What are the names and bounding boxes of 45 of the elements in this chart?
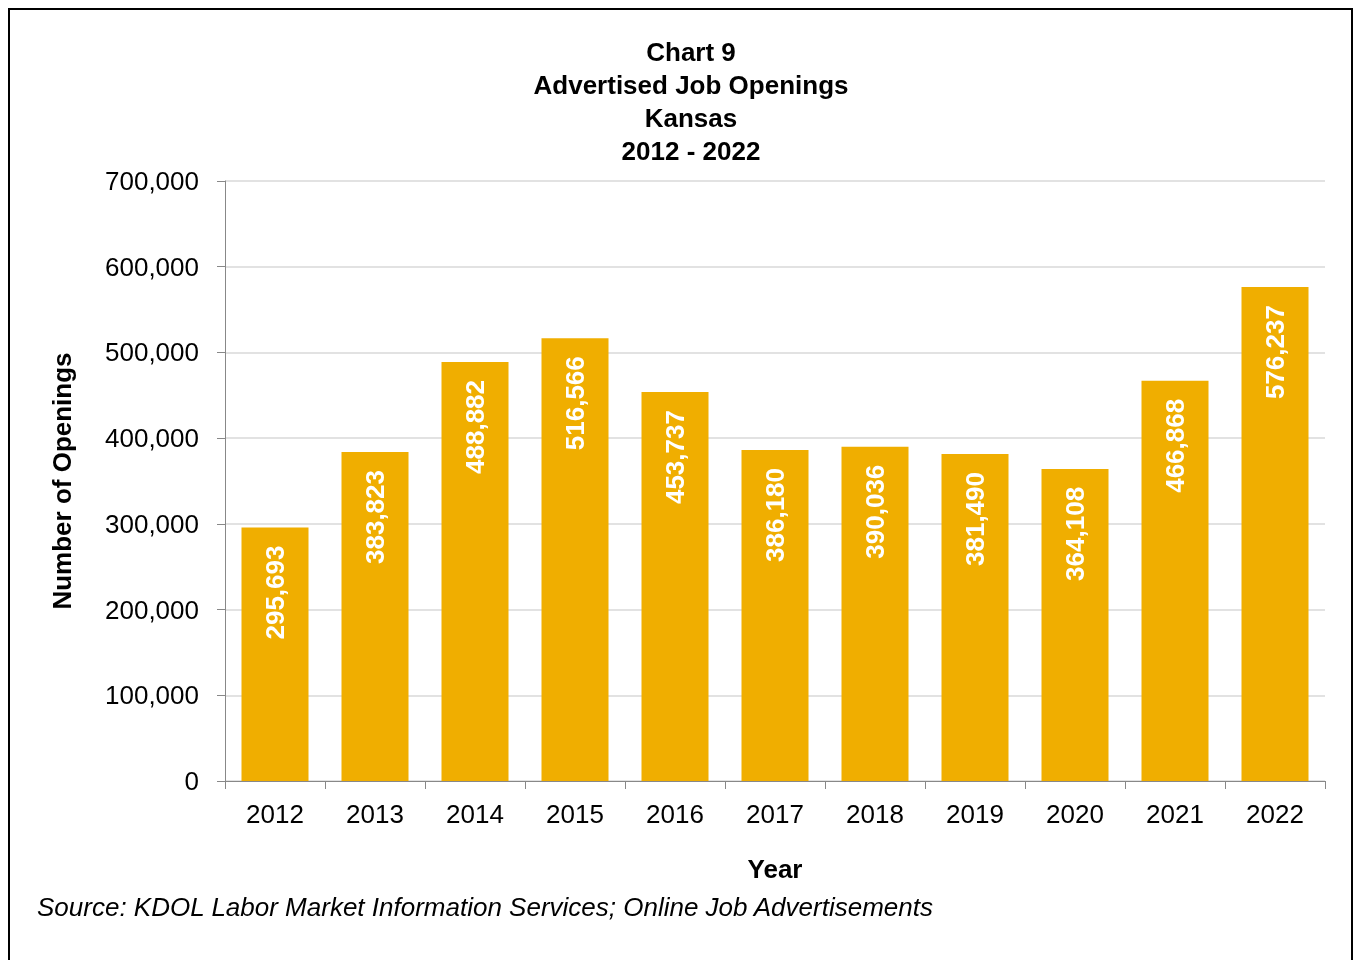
x-tick-label: 2022	[1246, 799, 1304, 829]
bar	[1241, 287, 1309, 781]
data-label: 576,237	[1260, 305, 1290, 400]
source-note: Source: KDOL Labor Market Information Services; Online Job Advertisements	[37, 891, 933, 924]
x-tick-label: 2021	[1146, 799, 1204, 829]
x-tick-label: 2020	[1046, 799, 1104, 829]
y-tick-label: 500,000	[105, 337, 199, 368]
x-tick-label: 2017	[746, 799, 804, 829]
x-tick-label: 2014	[446, 799, 504, 829]
x-tick-label: 2013	[346, 799, 404, 829]
bar	[841, 446, 909, 781]
y-tick-label: 100,000	[105, 680, 199, 711]
bar	[541, 338, 609, 781]
data-label: 453,737	[660, 410, 690, 505]
x-axis-title: Year	[747, 854, 803, 884]
y-tick-label: 200,000	[105, 594, 199, 625]
x-tick-label: 2012	[246, 799, 304, 829]
x-tick-label: 2019	[946, 799, 1004, 829]
bar	[441, 361, 509, 781]
data-label: 516,566	[560, 356, 590, 451]
data-label: 364,108	[1060, 486, 1090, 581]
bar	[741, 449, 809, 781]
data-label: 383,823	[360, 470, 390, 564]
bar	[1041, 468, 1109, 781]
bar	[941, 454, 1009, 781]
data-label: 488,882	[460, 379, 490, 474]
x-tick-label: 2016	[646, 799, 704, 829]
x-tick-label: 2015	[546, 799, 604, 829]
y-tick-label: 700,000	[105, 166, 199, 196]
y-tick-label: 300,000	[105, 508, 199, 539]
bar	[341, 452, 409, 781]
bar	[241, 527, 309, 781]
bar	[641, 392, 709, 781]
bar	[1141, 380, 1209, 781]
data-label: 295,693	[260, 545, 290, 640]
data-label: 386,180	[760, 467, 790, 562]
chart-title: Chart 9 Advertised Job Openings Kansas 2012 - 2022	[533, 36, 849, 166]
data-label: 390,036	[860, 464, 890, 559]
y-axis-title: Number of Openings	[47, 352, 77, 610]
data-label: 466,868	[1160, 398, 1190, 493]
data-label: 381,490	[960, 472, 990, 566]
y-tick-label: 400,000	[105, 423, 199, 454]
x-tick-label: 2018	[846, 799, 904, 829]
y-tick-label: 0	[184, 766, 199, 796]
y-tick-label: 600,000	[105, 251, 199, 282]
